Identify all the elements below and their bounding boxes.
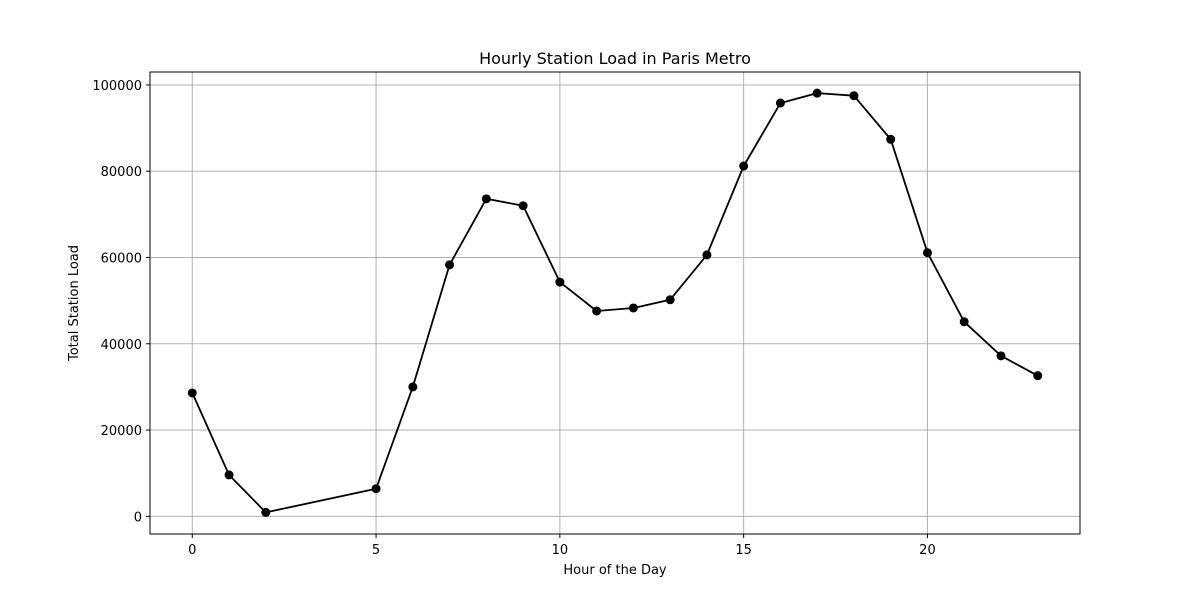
data-point bbox=[224, 470, 234, 480]
plot-frame bbox=[149, 71, 1081, 535]
y-tick-label: 0 bbox=[134, 510, 142, 525]
data-point bbox=[592, 306, 602, 316]
chart-title: Hourly Station Load in Paris Metro bbox=[479, 49, 751, 68]
marker-layer bbox=[187, 88, 1043, 517]
data-point bbox=[849, 91, 859, 101]
data-point bbox=[702, 250, 712, 260]
data-point bbox=[261, 507, 271, 517]
data-point bbox=[665, 295, 675, 305]
data-point bbox=[1033, 371, 1043, 381]
data-point bbox=[775, 98, 785, 108]
data-point bbox=[739, 161, 749, 171]
x-tick-label: 0 bbox=[188, 543, 196, 558]
data-point bbox=[628, 303, 638, 313]
y-tick-label: 40000 bbox=[101, 338, 142, 353]
grid-layer bbox=[150, 72, 1080, 534]
y-axis-label: Total Station Load bbox=[67, 245, 82, 362]
data-point bbox=[481, 194, 491, 204]
data-point bbox=[187, 388, 197, 398]
y-tick-label: 80000 bbox=[101, 165, 142, 180]
x-tick-label: 10 bbox=[552, 543, 569, 558]
data-point bbox=[518, 201, 528, 211]
y-tick-label: 60000 bbox=[101, 251, 142, 266]
x-tick-label: 20 bbox=[919, 543, 936, 558]
data-point bbox=[812, 88, 822, 98]
data-point bbox=[922, 248, 932, 258]
data-point bbox=[408, 382, 418, 392]
series-line bbox=[191, 92, 1039, 514]
data-point bbox=[555, 277, 565, 287]
data-point bbox=[996, 351, 1006, 361]
x-axis-label: Hour of the Day bbox=[563, 563, 667, 578]
tick-layer: 0 5 10 15 20 0 20000 40000 60000 80000 100000 bbox=[92, 79, 935, 558]
data-point bbox=[371, 484, 381, 494]
y-tick-label: 100000 bbox=[92, 79, 142, 94]
x-tick-label: 5 bbox=[372, 543, 380, 558]
data-point bbox=[959, 317, 969, 327]
x-tick-label: 15 bbox=[735, 543, 752, 558]
data-point bbox=[886, 134, 896, 144]
series-layer bbox=[191, 92, 1039, 514]
data-point bbox=[445, 260, 455, 270]
y-tick-label: 20000 bbox=[101, 424, 142, 439]
